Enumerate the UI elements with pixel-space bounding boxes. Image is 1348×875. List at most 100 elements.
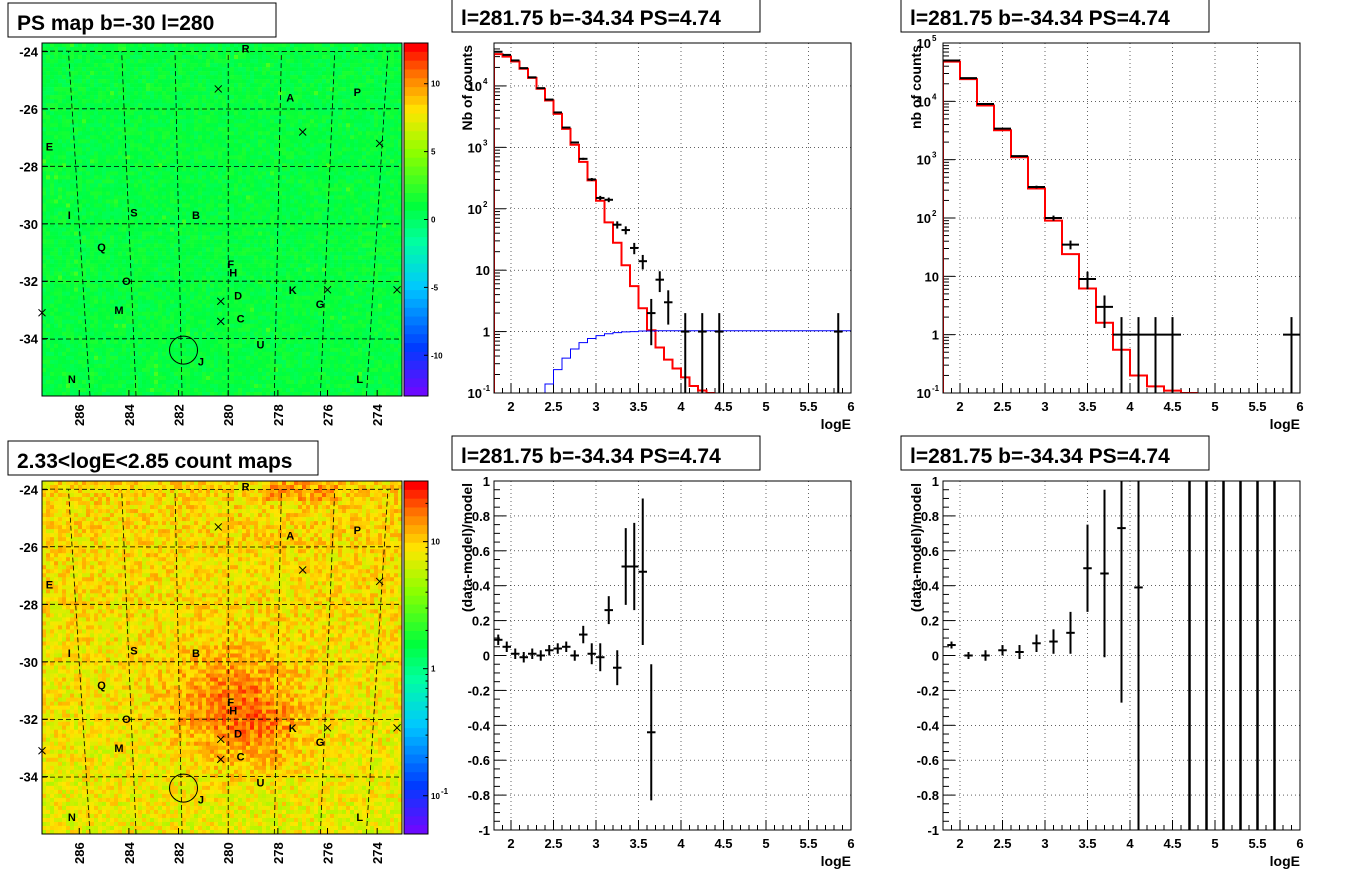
map-pixel [190, 79, 195, 84]
map-pixel [254, 59, 259, 64]
map-pixel [198, 199, 203, 204]
map-pixel [134, 263, 139, 268]
map-pixel [74, 99, 79, 104]
map-pixel [290, 207, 295, 212]
map-pixel [174, 175, 179, 180]
map-pixel [338, 99, 343, 104]
map-pixel [374, 211, 379, 216]
map-pixel [330, 87, 335, 92]
map-pixel [162, 227, 167, 232]
map-pixel [102, 251, 107, 256]
map-pixel [338, 91, 343, 96]
map-pixel [334, 175, 339, 180]
map-pixel [42, 215, 47, 220]
map-pixel [154, 87, 159, 92]
map-pixel [326, 123, 331, 128]
map-pixel [70, 171, 75, 176]
map-pixel [154, 239, 159, 244]
map-pixel [46, 187, 51, 192]
map-pixel [262, 171, 267, 176]
map-pixel [86, 151, 91, 156]
map-pixel [130, 163, 135, 168]
map-pixel [286, 223, 291, 228]
map-pixel [82, 247, 87, 252]
map-pixel [342, 43, 347, 48]
map-pixel [110, 151, 115, 156]
map-pixel [366, 155, 371, 160]
map-pixel [234, 243, 239, 248]
map-pixel [154, 115, 159, 120]
map-pixel [318, 147, 323, 152]
map-pixel [398, 115, 403, 120]
map-pixel [202, 123, 207, 128]
map-pixel [202, 71, 207, 76]
map-pixel [230, 91, 235, 96]
map-pixel [174, 59, 179, 64]
map-pixel [142, 211, 147, 216]
map-pixel [86, 87, 91, 92]
map-pixel [138, 71, 143, 76]
map-pixel [226, 47, 231, 52]
map-pixel [366, 71, 371, 76]
map-pixel [350, 63, 355, 68]
map-pixel [178, 119, 183, 124]
map-pixel [370, 231, 375, 236]
map-pixel [54, 159, 59, 164]
map-pixel [294, 91, 299, 96]
map-pixel [70, 263, 75, 268]
map-pixel [198, 155, 203, 160]
map-pixel [322, 199, 327, 204]
map-pixel [102, 135, 107, 140]
map-pixel [202, 127, 207, 132]
map-pixel [162, 95, 167, 100]
map-pixel [46, 95, 51, 100]
map-pixel [254, 135, 259, 140]
map-pixel [74, 247, 79, 252]
map-pixel [174, 83, 179, 88]
map-pixel [282, 175, 287, 180]
map-pixel [110, 227, 115, 232]
map-pixel [206, 135, 211, 140]
map-pixel [238, 191, 243, 196]
map-pixel [98, 211, 103, 216]
map-pixel [234, 63, 239, 68]
map-pixel [58, 47, 63, 52]
map-pixel [298, 67, 303, 72]
map-pixel [362, 107, 367, 112]
map-pixel [74, 107, 79, 112]
map-pixel [166, 103, 171, 108]
map-pixel [194, 263, 199, 268]
map-pixel [166, 247, 171, 252]
map-pixel [374, 151, 379, 156]
map-pixel [58, 199, 63, 204]
map-pixel [46, 135, 51, 140]
map-pixel [314, 111, 319, 116]
map-pixel [190, 75, 195, 80]
map-pixel [310, 79, 315, 84]
map-pixel [314, 115, 319, 120]
map-pixel [146, 99, 151, 104]
map-pixel [294, 259, 299, 264]
map-pixel [170, 159, 175, 164]
map-pixel [118, 231, 123, 236]
map-pixel [294, 163, 299, 168]
map-pixel [286, 135, 291, 140]
map-pixel [270, 135, 275, 140]
map-pixel [174, 171, 179, 176]
map-pixel [110, 203, 115, 208]
map-pixel [346, 167, 351, 172]
map-pixel [374, 111, 379, 116]
map-pixel [142, 75, 147, 80]
map-pixel [278, 199, 283, 204]
map-pixel [342, 151, 347, 156]
map-pixel [222, 51, 227, 56]
map-pixel [182, 167, 187, 172]
map-pixel [138, 167, 143, 172]
map-pixel [366, 127, 371, 132]
map-pixel [78, 63, 83, 68]
map-pixel [194, 199, 199, 204]
map-pixel [138, 91, 143, 96]
map-pixel [74, 251, 79, 256]
map-pixel [354, 251, 359, 256]
map-pixel [134, 215, 139, 220]
